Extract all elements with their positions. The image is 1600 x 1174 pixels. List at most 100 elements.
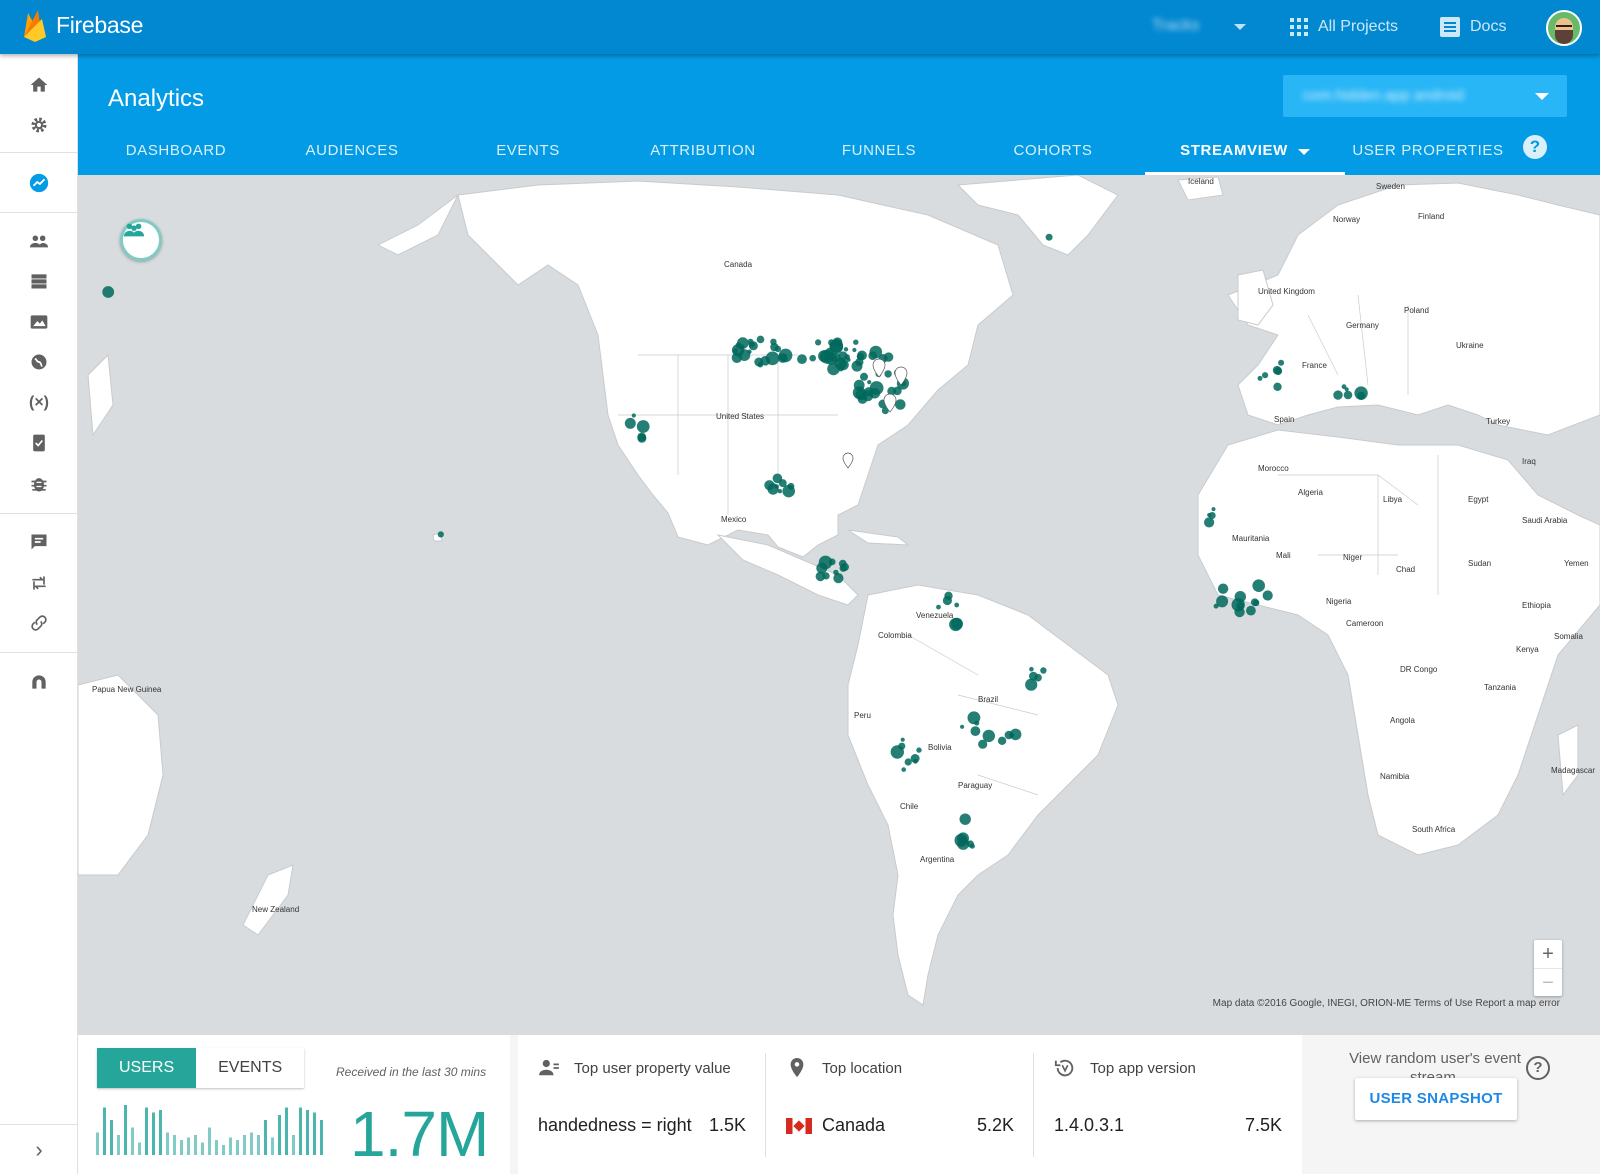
users-bubble-icon[interactable]	[120, 219, 162, 261]
app-selector[interactable]: com.hidden.app android	[1283, 75, 1567, 117]
activity-bar	[110, 1120, 113, 1155]
map-attribution[interactable]: Map data ©2016 Google, INEGI, ORION-ME T…	[1212, 998, 1560, 1009]
tab-cohorts[interactable]: COHORTS	[1013, 142, 1093, 159]
user-location-dot	[900, 737, 905, 742]
zoom-in-button[interactable]: +	[1542, 943, 1554, 965]
user-location-dot	[787, 482, 795, 490]
firebase-logo-icon[interactable]	[22, 9, 48, 43]
activity-bar	[306, 1110, 309, 1155]
analytics-icon[interactable]	[26, 170, 52, 196]
map-label-venezuela: Venezuela	[916, 611, 954, 620]
top-location-title: Top location	[822, 1059, 903, 1077]
map-label-niger: Niger	[1343, 553, 1363, 562]
top-user-property-card: Top user property value handedness = rig…	[518, 1035, 766, 1174]
user-location-dot	[1211, 507, 1216, 512]
map-label-sudan: Sudan	[1468, 559, 1492, 568]
user-snapshot-button[interactable]: USER SNAPSHOT	[1355, 1078, 1517, 1120]
user-location-dot	[901, 767, 906, 772]
brand-name[interactable]: Firebase	[56, 12, 144, 38]
tab-audiences[interactable]: AUDIENCES	[305, 142, 399, 159]
activity-bar	[271, 1137, 274, 1155]
activity-bar	[117, 1135, 120, 1155]
top-location-value-row: Canada	[786, 1115, 885, 1136]
home-icon[interactable]	[26, 72, 52, 98]
users-icon[interactable]	[26, 228, 52, 254]
map-label-madagascar: Madagascar	[1551, 766, 1596, 775]
tab-user-properties[interactable]: USER PROPERTIES	[1352, 142, 1504, 159]
activity-bar	[96, 1132, 99, 1155]
chevron-down-icon[interactable]	[1535, 93, 1549, 100]
user-location-dot	[844, 354, 850, 360]
events-toggle-button[interactable]: EVENTS	[196, 1048, 305, 1088]
top-app-version-title: Top app version	[1090, 1059, 1196, 1077]
tab-events[interactable]: EVENTS	[496, 142, 560, 159]
crash-icon[interactable]	[26, 471, 52, 497]
user-location-dot	[1234, 591, 1247, 603]
docs-link[interactable]: Docs	[1470, 18, 1507, 35]
dynamic-links-icon[interactable]	[26, 570, 52, 596]
admob-icon[interactable]	[26, 669, 52, 695]
activity-sparkline	[96, 1105, 323, 1155]
expand-sidebar-button[interactable]: ›	[0, 1124, 78, 1174]
map-label-bolivia: Bolivia	[928, 743, 952, 752]
map-label-ethiopia: Ethiopia	[1522, 601, 1551, 610]
zoom-out-button[interactable]: −	[1534, 968, 1562, 996]
user-location-dot	[777, 489, 783, 494]
user-location-dot	[1354, 386, 1368, 400]
north-america-land	[457, 180, 1014, 558]
tab-streamview[interactable]: STREAMVIEW	[1145, 134, 1345, 175]
project-selector[interactable]: Tracks	[1152, 17, 1200, 34]
tab-attribution[interactable]: ATTRIBUTION	[650, 142, 756, 159]
tab-dashboard[interactable]: DASHBOARD	[125, 142, 227, 159]
users-events-card: USERS EVENTS Received in the last 30 min…	[78, 1035, 510, 1174]
central-america-land	[716, 534, 859, 606]
activity-bar	[201, 1142, 204, 1155]
apps-grid-icon[interactable]	[1290, 18, 1308, 36]
user-location-dot	[944, 591, 953, 600]
user-location-dot	[868, 351, 877, 360]
map-label-turkey: Turkey	[1486, 417, 1511, 426]
person-settings-icon	[538, 1057, 560, 1079]
avatar[interactable]	[1546, 10, 1582, 46]
notifications-icon[interactable]	[26, 529, 52, 555]
map-label-new-zealand: New Zealand	[252, 905, 300, 914]
streamview-map[interactable]: Canada United States Mexico Brazil Argen…	[78, 175, 1600, 1035]
user-location-dot	[1040, 667, 1047, 674]
gear-icon[interactable]	[26, 112, 52, 138]
chevron-down-icon[interactable]	[1234, 24, 1246, 30]
map-label-iraq: Iraq	[1522, 457, 1536, 466]
top-location-count: 5.2K	[976, 1115, 1014, 1135]
world-map[interactable]	[78, 175, 1600, 1035]
users-toggle-button[interactable]: USERS	[97, 1048, 197, 1088]
test-lab-icon[interactable]	[26, 430, 52, 456]
tab-funnels[interactable]: FUNNELS	[841, 142, 917, 159]
user-location-dot	[1246, 605, 1256, 616]
activity-bar	[180, 1140, 183, 1155]
activity-bar	[320, 1120, 323, 1155]
user-location-dot	[887, 386, 897, 396]
user-location-dot	[1217, 583, 1229, 594]
active-user-count: 1.7M	[350, 1098, 489, 1170]
all-projects-link[interactable]: All Projects	[1318, 18, 1399, 35]
user-location-dot	[828, 558, 836, 566]
page-header: Analytics com.hidden.app android DASHBOA…	[78, 54, 1600, 175]
user-location-dot	[1274, 367, 1283, 376]
chevron-down-icon[interactable]	[1297, 149, 1310, 155]
remote-config-icon[interactable]: (×)	[29, 394, 49, 411]
storage-icon[interactable]	[26, 309, 52, 335]
user-location-dot	[969, 843, 975, 849]
help-icon[interactable]: ?	[1523, 135, 1547, 159]
page-title: Analytics	[108, 85, 205, 112]
activity-bar	[194, 1135, 197, 1155]
user-location-dot	[1234, 606, 1245, 618]
map-label-peru: Peru	[854, 711, 871, 720]
australia-land	[78, 674, 164, 876]
invites-icon[interactable]	[26, 610, 52, 636]
activity-bar	[187, 1137, 190, 1155]
user-location-dot	[1213, 603, 1219, 609]
help-icon[interactable]: ?	[1526, 1056, 1550, 1080]
user-location-dot	[852, 347, 857, 353]
hosting-icon[interactable]	[26, 349, 52, 375]
docs-icon[interactable]	[1440, 17, 1460, 37]
database-icon[interactable]	[26, 268, 52, 294]
